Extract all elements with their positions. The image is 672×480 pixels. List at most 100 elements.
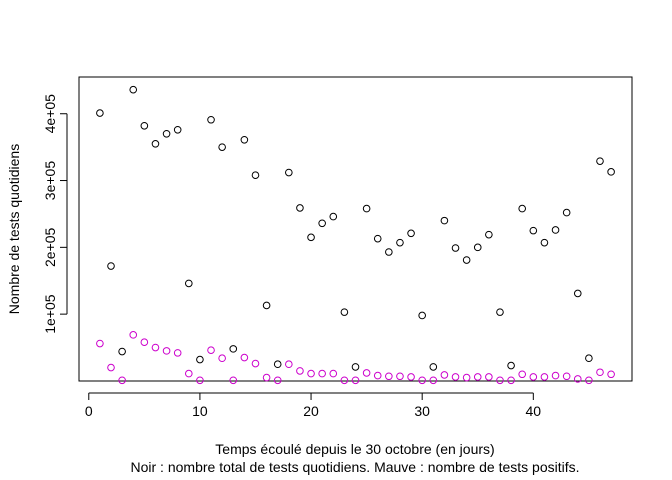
data-point [585, 354, 593, 363]
data-point [173, 349, 182, 357]
data-point [585, 376, 593, 385]
data-point [262, 373, 271, 382]
y-tick-label: 3e+05 [42, 161, 58, 201]
data-point [573, 375, 582, 383]
data-point [118, 376, 126, 385]
data-point [251, 171, 260, 179]
data-point [184, 369, 193, 378]
data-point [307, 369, 315, 378]
data-point [140, 338, 149, 346]
x-axis-title: Temps écoulé depuis le 30 octobre (en jo… [215, 441, 494, 457]
x-axis: 0 10 20 30 40 [85, 392, 542, 419]
data-point [96, 109, 104, 117]
data-point [473, 373, 482, 381]
x-tick-label: 30 [414, 403, 430, 419]
data-point [573, 289, 582, 298]
data-point [507, 376, 515, 385]
data-point [418, 311, 426, 320]
data-point [262, 301, 271, 310]
data-point [562, 208, 571, 217]
data-point [273, 376, 282, 385]
x-tick-label: 20 [303, 403, 319, 419]
data-point [518, 204, 527, 213]
y-tick-label: 1e+05 [42, 294, 58, 334]
data-point [473, 243, 482, 252]
data-point [362, 369, 371, 377]
data-point [129, 331, 138, 339]
data-point [396, 372, 404, 381]
data-point [551, 371, 560, 380]
data-point [485, 373, 493, 381]
data-point [596, 157, 604, 165]
data-point [529, 226, 538, 235]
data-point [507, 361, 515, 370]
data-point [373, 234, 382, 243]
data-point [229, 376, 238, 385]
data-point [440, 216, 449, 225]
data-point [218, 143, 226, 151]
x-tick-label: 40 [526, 403, 542, 419]
data-point [440, 371, 449, 379]
data-point [107, 363, 115, 372]
data-point [485, 230, 493, 239]
data-point [407, 373, 415, 381]
data-point [407, 229, 415, 238]
data-point [207, 115, 215, 124]
data-point [318, 369, 326, 378]
data-point [173, 125, 182, 134]
data-point [207, 346, 215, 355]
y-axis-title: Nombre de tests quotidiens [6, 144, 22, 314]
data-point [429, 376, 438, 385]
data-point [607, 168, 615, 176]
data-point [607, 370, 615, 379]
data-point [251, 359, 260, 368]
data-point [329, 212, 338, 221]
data-point [518, 370, 527, 379]
data-point [129, 85, 138, 94]
data-point [296, 204, 304, 212]
data-point [196, 355, 204, 364]
data-point [529, 373, 538, 381]
data-point [162, 347, 171, 355]
data-point [373, 371, 382, 380]
data-point [496, 376, 504, 385]
data-point [273, 360, 282, 369]
data-point [396, 238, 404, 247]
data-point [118, 347, 126, 356]
data-point [196, 376, 204, 385]
data-point [240, 135, 249, 144]
data-point [285, 168, 293, 177]
data-point [496, 308, 504, 316]
data-point [151, 343, 160, 352]
plot-box [78, 76, 633, 382]
data-point [385, 372, 393, 381]
data-point [418, 376, 426, 385]
data-point [351, 363, 360, 371]
data-point [451, 373, 460, 381]
data-point [551, 226, 560, 234]
data-point [462, 256, 471, 264]
data-point [540, 373, 549, 381]
y-tick-label: 2e+05 [42, 227, 58, 267]
x-tick-label: 10 [192, 403, 208, 419]
data-point [451, 244, 460, 252]
data-point [329, 369, 338, 378]
data-point [340, 308, 349, 316]
data-point [385, 248, 393, 256]
data-points [96, 85, 615, 385]
data-point [318, 219, 326, 228]
data-point [307, 233, 315, 242]
data-point [96, 339, 104, 348]
y-tick-label: 4e+05 [42, 94, 58, 134]
data-point [285, 360, 293, 369]
data-point [462, 373, 471, 382]
data-point [562, 372, 571, 381]
data-point [596, 368, 604, 377]
x-axis-caption: Noir : nombre total de tests quotidiens.… [131, 459, 580, 475]
data-point [540, 238, 549, 247]
data-point [429, 363, 438, 371]
y-axis: 1e+05 2e+05 3e+05 4e+05 [42, 94, 68, 334]
data-point [340, 376, 349, 385]
data-point [184, 279, 193, 288]
